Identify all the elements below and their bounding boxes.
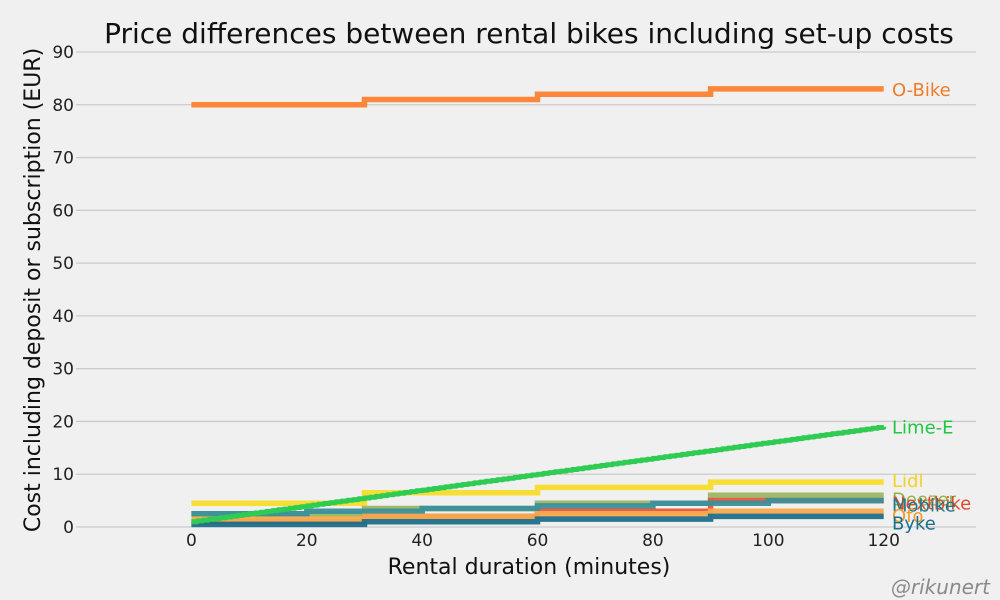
grid-layer <box>76 51 976 528</box>
series-label-mobike: Mobike <box>892 496 956 517</box>
y-tick-label: 80 <box>52 96 74 116</box>
series-label-o-bike: O-Bike <box>892 80 951 101</box>
x-tick-label: 100 <box>752 531 784 551</box>
x-tick-label: 60 <box>527 531 549 551</box>
series-line-lidl <box>191 479 884 507</box>
x-tick-label: 20 <box>296 531 318 551</box>
y-tick-label: 20 <box>52 412 74 432</box>
y-tick-label: 0 <box>63 518 74 538</box>
series-layer <box>191 86 887 528</box>
x-tick-label: 40 <box>411 531 433 551</box>
series-line-ofo <box>191 508 884 522</box>
x-tick-label: 80 <box>642 531 664 551</box>
author-credit: @rikunert <box>891 575 991 599</box>
y-tick-label: 50 <box>52 254 74 274</box>
chart-title: Price differences between rental bikes i… <box>104 17 954 50</box>
y-tick-label: 10 <box>52 465 74 485</box>
series-label-byke: Byke <box>892 513 936 534</box>
series-label-lidl: Lidl <box>892 471 923 492</box>
x-tick-label: 120 <box>867 531 899 551</box>
series-line-mobike <box>191 497 884 517</box>
x-axis-label: Rental duration (minutes) <box>388 555 671 580</box>
y-tick-label: 90 <box>52 43 74 63</box>
y-tick-label: 70 <box>52 149 74 169</box>
x-tick-label: 0 <box>186 531 197 551</box>
tick-layer: 0 10 20 30 40 50 60 70 80 90 0 20 40 60 80 100 120 <box>52 43 900 551</box>
series-label-ofo: Ofo <box>892 506 924 527</box>
y-tick-label: 40 <box>52 307 74 327</box>
series-line-o-bike <box>191 86 884 108</box>
y-tick-label: 60 <box>52 201 74 221</box>
series-line-byke <box>191 513 884 528</box>
series-label-lime-e: Lime-E <box>892 418 954 439</box>
series-line-lime-e <box>191 425 887 525</box>
y-axis-label: Cost including deposit or subscription (… <box>21 48 46 532</box>
series-label-nextbike: Nextbike <box>892 494 971 515</box>
series-label-deezer: Deezer <box>892 489 957 510</box>
y-tick-label: 30 <box>52 360 74 380</box>
